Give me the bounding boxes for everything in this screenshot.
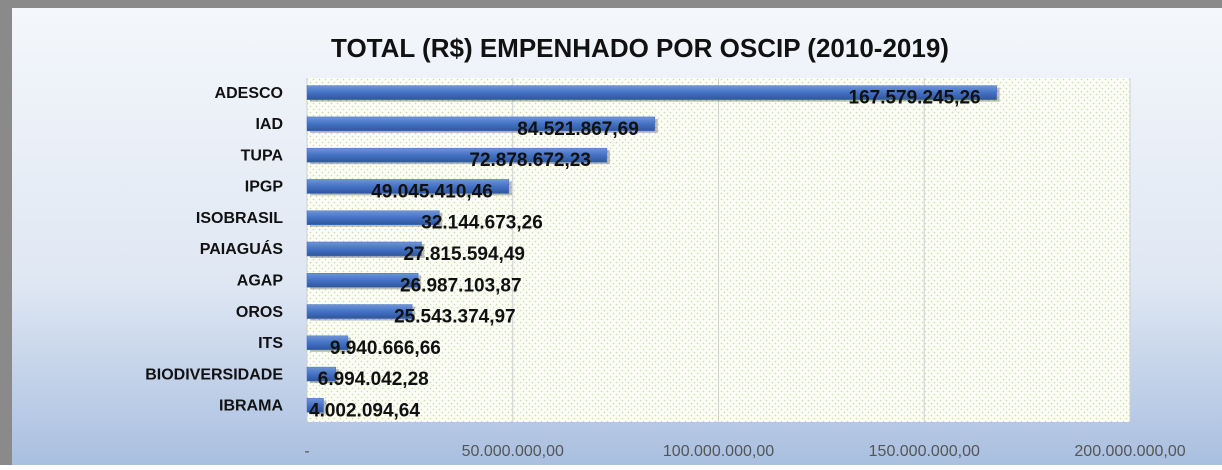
category-label: IPGP <box>245 179 284 196</box>
category-label: IAD <box>255 116 283 133</box>
category-label: BIODIVERSIDADE <box>145 366 283 383</box>
value-label: 167.579.245,26 <box>849 88 981 109</box>
x-tick-label: 150.000.000,00 <box>869 443 980 460</box>
category-label: IBRAMA <box>219 398 283 415</box>
category-label: OROS <box>236 304 283 321</box>
bar <box>306 210 440 225</box>
x-tick-label: 50.000.000,00 <box>462 443 564 460</box>
value-label: 32.144.673,26 <box>421 213 543 234</box>
bar <box>306 147 608 163</box>
value-label: 27.815.594,49 <box>403 244 525 265</box>
value-label: 9.940.666,66 <box>330 338 441 359</box>
chart-title: TOTAL (R$) EMPENHADO POR OSCIP (2010-201… <box>331 33 949 63</box>
bar <box>306 366 337 382</box>
bar <box>306 85 997 100</box>
category-label: TUPA <box>241 147 284 164</box>
value-label: 25.543.374,97 <box>394 307 516 328</box>
bar <box>306 241 422 257</box>
category-label: ITS <box>258 335 283 352</box>
value-label: 6.994.042,28 <box>318 369 429 390</box>
value-label: 26.987.103,87 <box>400 275 522 296</box>
bar <box>306 304 413 319</box>
value-label: 72.878.672,23 <box>469 150 591 171</box>
category-label: PAIAGUÁS <box>200 239 284 258</box>
category-label: ISOBRASIL <box>196 210 283 227</box>
value-label: 49.045.410,46 <box>371 181 493 202</box>
category-label: ADESCO <box>215 85 283 102</box>
value-label: 84.521.867,69 <box>517 119 639 140</box>
bar <box>306 398 324 413</box>
value-label: 4.002.094,64 <box>309 400 420 421</box>
x-tick-label: 200.000.000,00 <box>1074 443 1185 460</box>
bar <box>306 273 419 288</box>
x-tick-label: 100.000.000,00 <box>663 443 774 460</box>
category-label: AGAP <box>237 272 284 289</box>
x-tick-label: - <box>304 443 309 460</box>
bar <box>306 179 510 194</box>
bar <box>306 335 349 351</box>
bar <box>306 116 656 132</box>
